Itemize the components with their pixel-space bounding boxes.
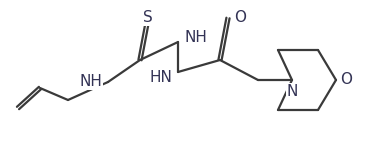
Text: N: N [286, 84, 298, 99]
Text: S: S [143, 10, 153, 25]
Text: O: O [234, 10, 246, 25]
Text: NH: NH [79, 75, 102, 90]
Text: NH: NH [185, 30, 208, 45]
Text: HN: HN [149, 70, 172, 86]
Text: O: O [340, 72, 352, 87]
